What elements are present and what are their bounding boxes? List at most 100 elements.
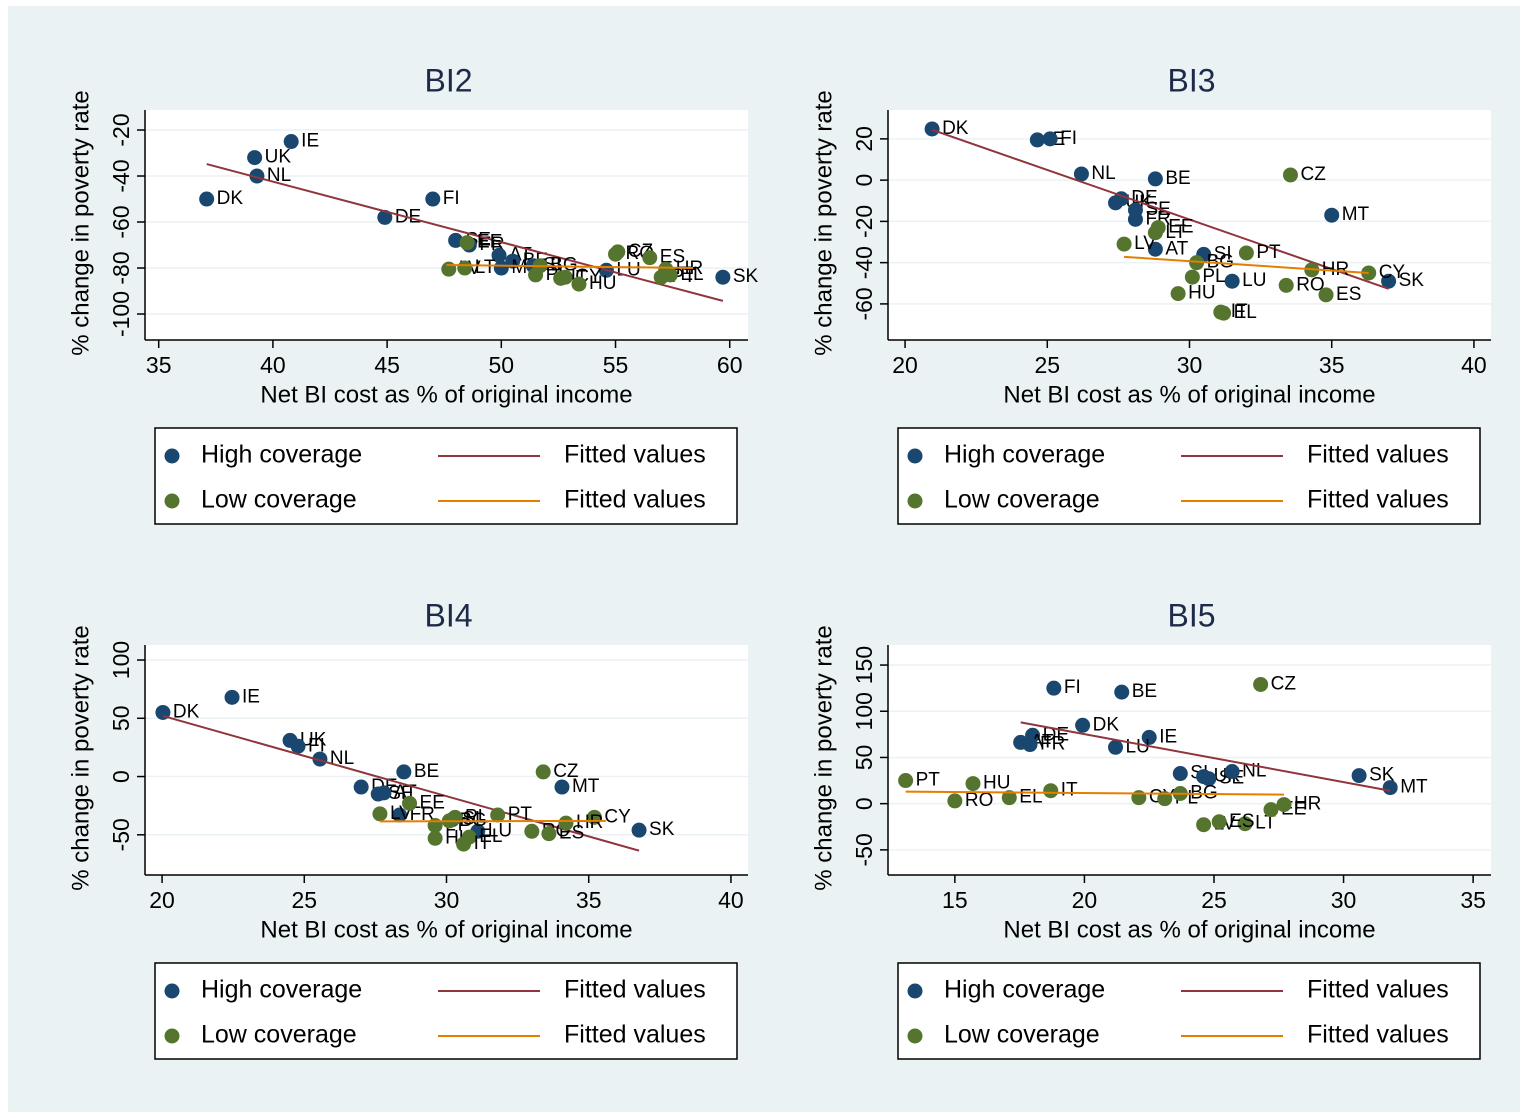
- point: [1073, 166, 1089, 182]
- y-tick-label: 0: [851, 174, 877, 187]
- chart-title: BI3: [1167, 62, 1215, 98]
- fit-line: [379, 819, 606, 823]
- point-label: EE: [477, 232, 502, 253]
- point-label: PL: [1202, 266, 1225, 287]
- point-label: HR: [1294, 794, 1321, 815]
- legend: [897, 427, 1481, 525]
- legend-label: Fitted values: [1307, 976, 1449, 1004]
- point: [372, 806, 388, 822]
- point-label: CZ: [1300, 164, 1326, 185]
- point-label: IE: [242, 686, 260, 707]
- y-tick-label: -40: [851, 246, 877, 279]
- x-tick-label: 30: [1177, 352, 1203, 378]
- point-label: EE: [1168, 217, 1193, 238]
- point: [1196, 817, 1212, 833]
- point-label: ES: [1229, 811, 1254, 832]
- legend-label: Low coverage: [944, 1021, 1100, 1049]
- point-label: LT: [1165, 222, 1186, 243]
- point: [392, 807, 408, 823]
- point: [1282, 167, 1298, 183]
- point: [1184, 269, 1200, 285]
- point: [448, 232, 464, 248]
- y-tick-label: 50: [851, 745, 877, 771]
- point-label: HR: [1322, 259, 1349, 280]
- y-tick-label: -60: [108, 205, 134, 238]
- point: [1224, 764, 1240, 780]
- x-tick-label: 20: [892, 352, 918, 378]
- y-tick-label: -60: [851, 287, 877, 320]
- legend-marker: [164, 1028, 180, 1044]
- y-tick-label: -80: [108, 251, 134, 284]
- point-label: RO: [1296, 274, 1325, 295]
- point: [224, 689, 240, 705]
- point-label: EL: [1234, 302, 1257, 323]
- x-tick-label: 40: [718, 887, 744, 913]
- fit-line: [905, 790, 1284, 796]
- point-label: HU: [589, 273, 616, 294]
- legend-marker: [907, 448, 923, 464]
- point: [1382, 780, 1398, 796]
- fit-line: [1020, 721, 1391, 792]
- point: [490, 807, 506, 823]
- point: [554, 779, 570, 795]
- legend-label: Fitted values: [564, 976, 706, 1004]
- point-label: HU: [983, 773, 1010, 794]
- point: [353, 779, 369, 795]
- chart-title: BI5: [1167, 597, 1215, 633]
- point: [1324, 207, 1340, 223]
- plot-area: [145, 645, 748, 875]
- legend-label: High coverage: [944, 441, 1105, 469]
- point-label: CY: [604, 806, 631, 827]
- legend-label: Fitted values: [1307, 486, 1449, 514]
- plot-area: [888, 645, 1491, 875]
- point-label: LU: [488, 820, 512, 841]
- point-label: EL: [680, 264, 703, 285]
- legend-label: High coverage: [944, 976, 1105, 1004]
- legend-marker: [164, 448, 180, 464]
- legend-label: Low coverage: [201, 1021, 357, 1049]
- point-label: EL: [479, 826, 502, 847]
- chart-title: BI2: [424, 62, 472, 98]
- point: [377, 209, 393, 225]
- x-tick-label: 25: [1034, 352, 1060, 378]
- legend-label: Fitted values: [564, 486, 706, 514]
- point-label: DK: [1093, 714, 1120, 735]
- point-label: IT: [1231, 301, 1248, 322]
- point: [558, 815, 574, 831]
- point: [1147, 241, 1163, 257]
- point: [1157, 791, 1173, 807]
- x-tick-label: 35: [146, 352, 172, 378]
- point-label: BE: [1132, 681, 1157, 702]
- point-label: DK: [217, 188, 244, 209]
- plot-area: [888, 110, 1491, 340]
- point: [1351, 768, 1367, 784]
- point-label: NL: [330, 748, 354, 769]
- x-tick-label: 60: [717, 352, 743, 378]
- legend-label: Fitted values: [564, 441, 706, 469]
- x-tick-label: 45: [374, 352, 400, 378]
- point-label: RO: [965, 790, 994, 811]
- x-tick-label: 30: [1331, 887, 1357, 913]
- y-tick-label: -50: [851, 833, 877, 866]
- point: [459, 235, 475, 251]
- point-label: FR: [410, 804, 435, 825]
- point: [1001, 790, 1017, 806]
- point: [199, 191, 215, 207]
- point-label: PT: [671, 266, 696, 287]
- point: [1029, 132, 1045, 148]
- point-label: PT: [508, 804, 533, 825]
- point-label: LT: [1255, 813, 1276, 834]
- point: [1147, 225, 1163, 241]
- point-label: HR: [576, 812, 603, 833]
- point: [441, 261, 457, 277]
- point-label: SI: [543, 255, 561, 276]
- x-tick-label: 40: [1461, 352, 1487, 378]
- point: [1213, 304, 1229, 320]
- point-label: EE: [420, 792, 445, 813]
- legend-label: Low coverage: [201, 486, 357, 514]
- point-label: CZ: [553, 761, 579, 782]
- point-label: IE: [1159, 726, 1177, 747]
- x-tick-label: 30: [434, 887, 460, 913]
- fit-line: [162, 714, 640, 852]
